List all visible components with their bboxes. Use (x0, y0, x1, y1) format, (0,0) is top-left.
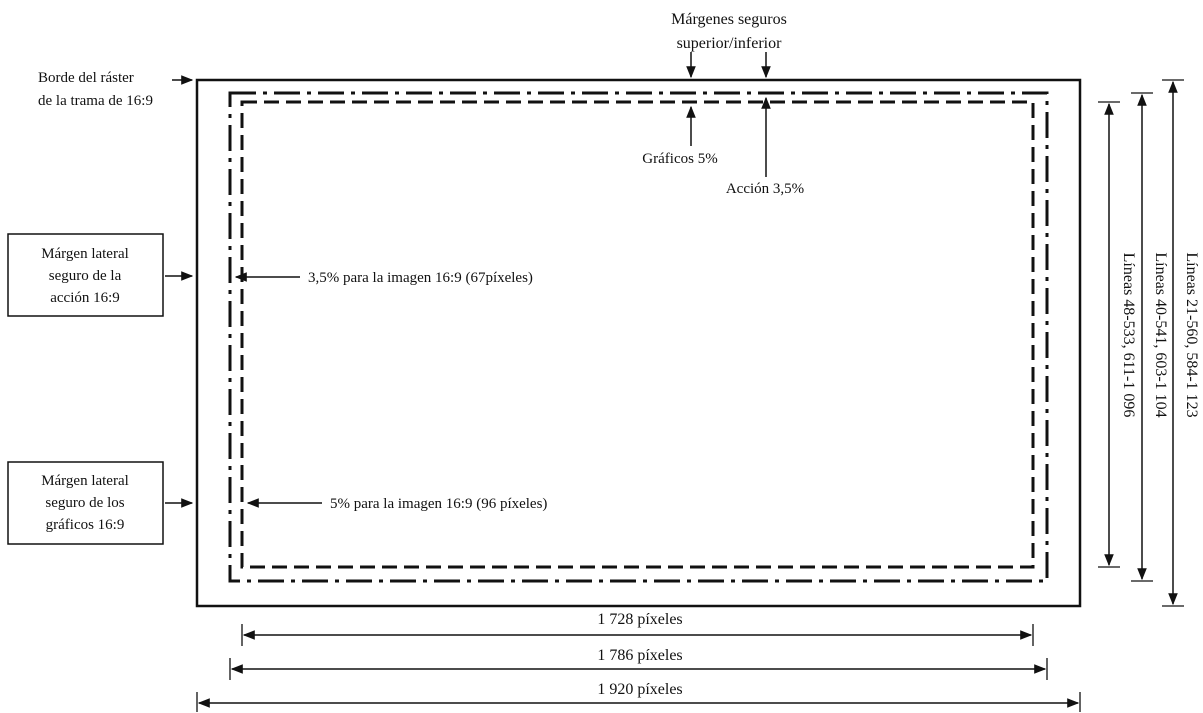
action-note: 3,5% para la imagen 16:9 (67píxeles) (308, 270, 533, 286)
lines-raster-label: Líneas 21-560, 584-1 123 (1183, 252, 1200, 417)
graphics-safe-frame (240, 100, 1035, 569)
lines-action-label: Líneas 40-541, 603-1 104 (1152, 252, 1169, 417)
lines-graphics-label: Líneas 48-533, 611-1 096 (1120, 253, 1137, 418)
raster-edge-label-line1: Borde del ráster (38, 70, 134, 86)
graphics-side-box-line1: Márgen lateral (41, 473, 129, 489)
action-safe-frame (228, 91, 1049, 583)
graphics-percent-label: Gráficos 5% (642, 151, 717, 167)
top-margins-label-line2: superior/inferior (677, 35, 783, 52)
top-margins-label-line1: Márgenes seguros (671, 11, 787, 28)
raster-edge-frame (195, 78, 1082, 608)
graphics-side-box-line3: gráficos 16:9 (46, 517, 125, 533)
width-action-label: 1 786 píxeles (597, 647, 682, 664)
raster-edge-label-line2: de la trama de 16:9 (38, 93, 153, 109)
action-side-box (7, 233, 164, 317)
action-side-box-line3: acción 16:9 (50, 290, 120, 306)
graphics-side-box-line2: seguro de los (45, 495, 124, 511)
graphics-note: 5% para la imagen 16:9 (96 píxeles) (330, 496, 547, 512)
action-percent-label: Acción 3,5% (726, 181, 804, 197)
width-graphics-label: 1 728 píxeles (597, 611, 682, 628)
graphics-side-box (7, 461, 164, 545)
action-side-box-line2: seguro de la (49, 268, 122, 284)
action-side-box-line1: Márgen lateral (41, 246, 129, 262)
width-raster-label: 1 920 píxeles (597, 681, 682, 698)
